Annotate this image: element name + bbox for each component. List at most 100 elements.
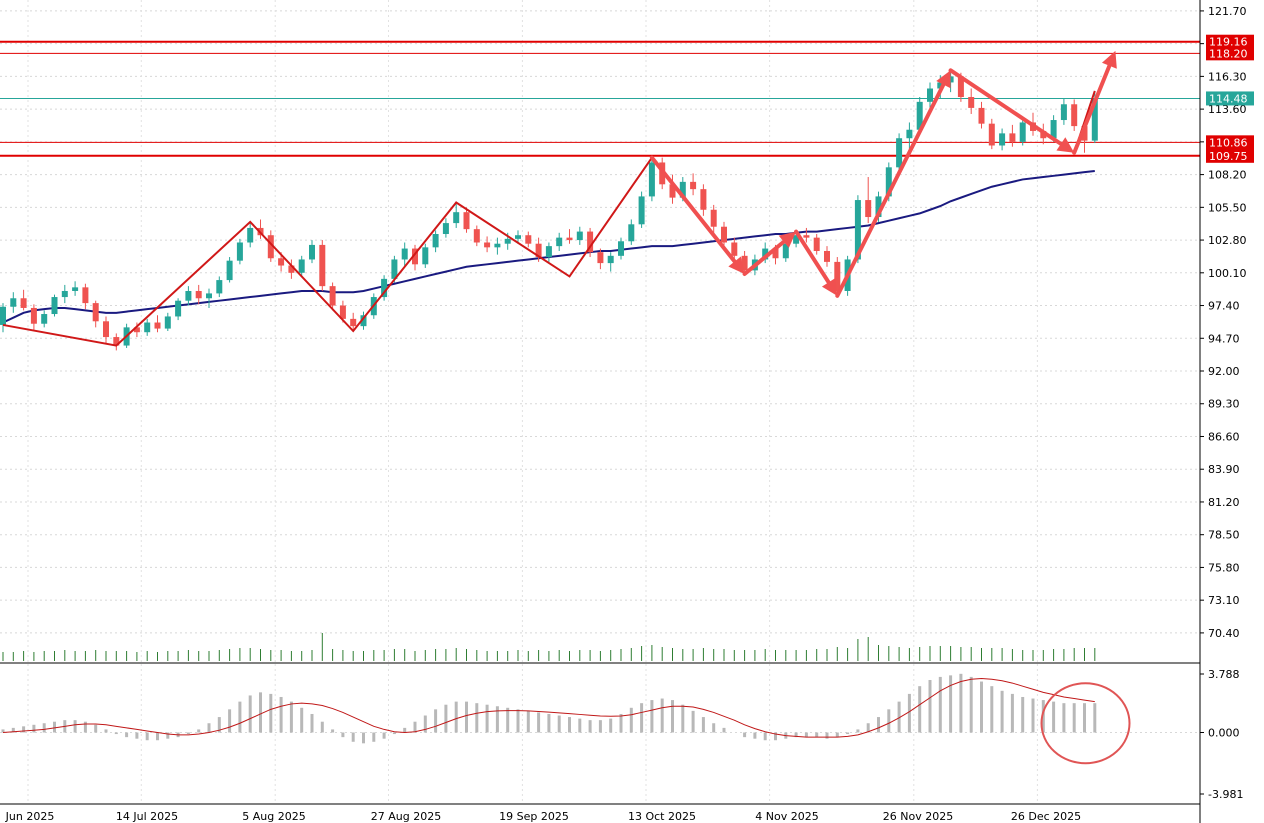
candle-body [865, 200, 872, 218]
candle-body [628, 224, 635, 242]
candle-body [185, 290, 192, 301]
candle-body [834, 261, 841, 291]
candle-body [618, 241, 624, 256]
time-tick-label: 14 Jul 2025 [116, 810, 178, 823]
candle-body [422, 247, 429, 265]
price-tick-label: 73.10 [1208, 594, 1240, 607]
oscillator-tick-label: -3.981 [1208, 788, 1243, 801]
candle-body [556, 237, 563, 247]
candle-body [226, 260, 233, 281]
candle-body [82, 287, 89, 304]
candle-body [679, 181, 686, 198]
candle-body [247, 227, 254, 243]
candle-body [0, 306, 6, 325]
candle-body [463, 212, 470, 230]
time-tick-label: 26 Dec 2025 [1011, 810, 1081, 823]
candle-body [978, 107, 985, 124]
candle-body [515, 235, 521, 239]
candle-body [782, 243, 789, 259]
candle-body [741, 255, 748, 271]
candle-body [793, 235, 800, 244]
candle-body [854, 200, 861, 260]
candle-body [947, 76, 954, 83]
candle-body [669, 184, 676, 198]
candle-body [1091, 98, 1098, 141]
candle-body [442, 223, 449, 235]
level-tag: 118.20 [1209, 47, 1248, 60]
candle-body [700, 189, 707, 210]
price-tick-label: 83.90 [1208, 463, 1240, 476]
candle-body [267, 235, 274, 259]
candle-body [988, 123, 995, 146]
price-tick-label: 75.80 [1208, 561, 1240, 574]
candle-body [824, 250, 830, 262]
price-tick-label: 121.70 [1208, 5, 1247, 18]
time-tick-label: 13 Oct 2025 [628, 810, 696, 823]
candle-body [927, 88, 933, 102]
candle-body [133, 327, 140, 333]
candle-body [30, 307, 37, 324]
candles [0, 70, 1098, 351]
candle-body [113, 337, 120, 346]
level-tag: 119.16 [1209, 36, 1248, 49]
candle-body [154, 322, 161, 329]
candle-body [937, 82, 944, 89]
candle-body [916, 101, 923, 130]
price-tick-label: 113.60 [1208, 103, 1247, 116]
candle-body [391, 259, 398, 279]
candle-body [957, 76, 964, 97]
candle-body [999, 133, 1006, 146]
candle-body [484, 242, 491, 248]
candle-body [803, 235, 810, 238]
candle-body [20, 298, 27, 308]
candle-body [432, 234, 439, 248]
candle-body [216, 280, 223, 294]
candle-body [144, 322, 151, 333]
candle-body [1019, 122, 1026, 142]
candle-body [638, 196, 645, 225]
candle-body [504, 238, 511, 244]
candle-body [103, 321, 109, 338]
last-price-tag: 114.48 [1209, 92, 1248, 105]
candle-body [164, 316, 171, 329]
candle-body [1081, 126, 1088, 141]
candle-body [710, 209, 717, 227]
candle-body [288, 265, 295, 273]
time-tick-label: 26 Nov 2025 [883, 810, 953, 823]
candle-body [298, 259, 305, 273]
time-tick-label: Jun 2025 [5, 810, 55, 823]
trend-arrow [649, 155, 737, 264]
price-tick-label: 105.50 [1208, 201, 1247, 214]
level-tag-bg [1206, 46, 1254, 61]
trend-arrow [835, 82, 946, 298]
candle-body [906, 129, 913, 139]
candle-body [587, 231, 594, 253]
oscillator-tick-label: 0.000 [1208, 727, 1240, 740]
time-tick-label: 5 Aug 2025 [242, 810, 305, 823]
arrow-head [821, 278, 838, 296]
candle-body [885, 167, 892, 197]
arrow-head [1056, 137, 1075, 153]
trend-arrow [948, 68, 1063, 146]
time-tick-label: 27 Aug 2025 [371, 810, 441, 823]
level-tag-bg [1206, 135, 1254, 150]
candle-body [350, 318, 357, 327]
price-tick-label: 70.40 [1208, 627, 1240, 640]
price-tick-label: 78.50 [1208, 529, 1240, 542]
candle-body [329, 286, 336, 306]
candle-body [92, 303, 99, 322]
candle-body [319, 244, 326, 287]
candle-body [453, 212, 460, 224]
price-tick-label: 102.80 [1208, 234, 1247, 247]
level-tag: 110.86 [1209, 136, 1248, 149]
trend-arrow [742, 239, 786, 277]
candle-body [535, 243, 542, 258]
candle-body [206, 293, 212, 299]
candle-body [648, 162, 655, 197]
price-tick-label: 97.40 [1208, 300, 1240, 313]
price-tick-label: 89.30 [1208, 398, 1240, 411]
candle-body [412, 248, 418, 265]
candle-body [875, 196, 882, 218]
